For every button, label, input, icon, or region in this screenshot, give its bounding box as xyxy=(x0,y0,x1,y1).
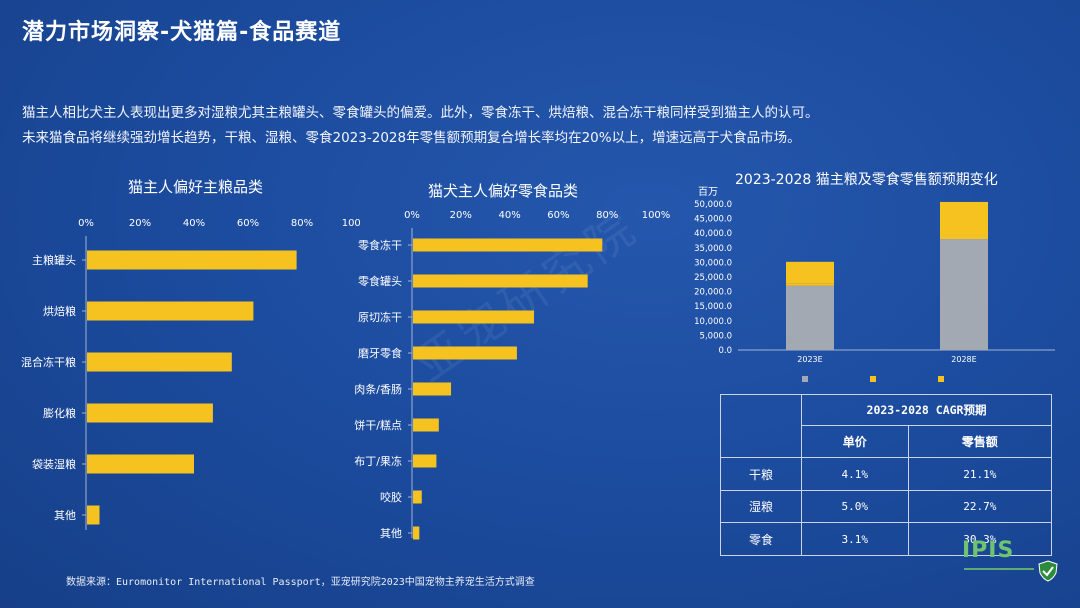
y-tick-label: 10,000.0 xyxy=(694,317,732,327)
x-tick-label: 40% xyxy=(498,210,520,221)
bar xyxy=(87,250,297,270)
stacked-bar-segment xyxy=(786,283,834,286)
x-tick-label: 100% xyxy=(642,210,671,221)
x-tick-label: 2028E xyxy=(951,355,976,364)
table-row: 零食 3.1% 30.3% xyxy=(720,522,1053,556)
bar xyxy=(87,454,194,474)
x-tick-label: 60% xyxy=(547,210,569,221)
bar xyxy=(87,301,254,321)
x-tick-label: 20% xyxy=(129,218,151,229)
chart1-title: 猫主人偏好主粮品类 xyxy=(128,178,264,196)
ipis-logo: IPIS xyxy=(962,538,1062,602)
sales-cagr: 21.1% xyxy=(907,457,1053,491)
bar xyxy=(413,346,517,360)
y-tick-label: 25,000.0 xyxy=(694,273,732,283)
legend-swatch xyxy=(870,376,876,382)
stacked-bar-segment xyxy=(940,239,988,350)
table-row: 干粮 4.1% 21.1% xyxy=(720,457,1053,491)
cagr-table-title: 2023-2028 CAGR预期 xyxy=(801,394,1052,426)
legend-swatch xyxy=(938,376,944,382)
price-cagr: 3.1% xyxy=(801,522,909,556)
row-label: 干粮 xyxy=(720,457,802,491)
y-tick-label: 20,000.0 xyxy=(694,288,732,298)
y-tick-label: 35,000.0 xyxy=(694,244,732,254)
col-header-price: 单价 xyxy=(801,424,909,459)
bar xyxy=(413,310,534,324)
category-label: 混合冻干粮 xyxy=(21,355,76,369)
bar xyxy=(87,352,232,372)
bar xyxy=(413,274,588,288)
x-tick-label: 40% xyxy=(183,218,205,229)
description-line-1: 猫主人相比犬主人表现出更多对湿粮尤其主粮罐头、零食罐头的偏爱。此外，零食冻干、烘… xyxy=(22,105,819,121)
y-tick-label: 50,000.0 xyxy=(694,200,732,210)
page-title: 潜力市场洞察-犬猫篇-食品赛道 xyxy=(22,20,342,45)
x-tick-label: 2023E xyxy=(797,355,822,364)
category-label: 磨牙零食 xyxy=(358,346,402,360)
bar xyxy=(413,454,437,468)
x-tick-label: 80% xyxy=(291,218,313,229)
col-header-sales: 零售额 xyxy=(907,424,1053,459)
x-tick-label: 60% xyxy=(237,218,259,229)
sales-cagr: 30.3% xyxy=(907,522,1053,556)
bar xyxy=(413,238,603,252)
category-label: 其他 xyxy=(54,509,76,522)
category-label: 袋装湿粮 xyxy=(32,457,76,471)
table-row: 湿粮 5.0% 22.7% xyxy=(720,489,1053,524)
row-label: 零食 xyxy=(720,522,802,556)
logo-underline xyxy=(964,568,1034,592)
category-label: 原切冻干 xyxy=(358,310,402,324)
x-tick-label: 0% xyxy=(404,210,420,221)
x-tick-label: 0% xyxy=(78,218,94,229)
sales-cagr: 22.7% xyxy=(907,489,1053,524)
stacked-bar-segment xyxy=(786,285,834,350)
bar xyxy=(413,382,452,396)
check-shield-icon xyxy=(1038,560,1058,582)
category-label: 咬胶 xyxy=(380,490,402,504)
category-label: 烘焙粮 xyxy=(43,304,76,318)
category-label: 肉条/香肠 xyxy=(354,382,402,396)
x-tick-label: 20% xyxy=(450,210,472,221)
y-tick-label: 0.0 xyxy=(718,346,732,356)
chart3-title: 2023-2028 猫主粮及零食零售额预期变化 xyxy=(735,172,998,188)
x-tick-label: 80% xyxy=(596,210,618,221)
data-source: 数据来源：Euromonitor International Passport，… xyxy=(66,577,535,588)
bar xyxy=(413,490,422,504)
bar xyxy=(413,418,439,432)
description-line-2: 未来猫食品将继续强劲增长趋势，干粮、湿粮、零食2023-2028年零售额预期复合… xyxy=(22,130,801,146)
category-label: 其他 xyxy=(380,527,402,540)
logo-text: IPIS xyxy=(962,538,1015,563)
y-unit-label: 百万 xyxy=(698,186,718,198)
bar xyxy=(413,526,420,540)
stacked-bar-segment xyxy=(940,201,988,236)
y-tick-label: 15,000.0 xyxy=(694,302,732,312)
cagr-table: 2023-2028 CAGR预期 单价 零售额 干粮 4.1% 21.1% 湿粮… xyxy=(720,394,1053,556)
chart2-title: 猫犬主人偏好零食品类 xyxy=(428,182,579,200)
category-label: 零食冻干 xyxy=(358,238,402,252)
category-label: 零食罐头 xyxy=(358,274,402,288)
category-label: 饼干/糕点 xyxy=(354,418,402,432)
bar xyxy=(87,505,100,525)
y-tick-label: 45,000.0 xyxy=(694,215,732,225)
price-cagr: 4.1% xyxy=(801,457,909,491)
category-label: 布丁/果冻 xyxy=(354,454,402,468)
row-label: 湿粮 xyxy=(720,489,802,524)
snack-preference-chart: 0% 20% 40% 60% 80% 100% 零食冻干零食罐头原切冻干磨牙零食肉条/香肠饼… xyxy=(354,210,671,540)
stacked-bar-segment xyxy=(786,261,834,284)
bar xyxy=(87,403,213,423)
x-tick-label: 100% xyxy=(342,218,360,229)
legend-swatch xyxy=(802,376,808,382)
y-tick-label: 5,000.0 xyxy=(700,331,732,341)
category-label: 主粮罐头 xyxy=(32,253,76,267)
description: 猫主人相比犬主人表现出更多对湿粮尤其主粮罐头、零食罐头的偏爱。此外，零食冻干、烘… xyxy=(22,101,819,151)
category-label: 膨化粮 xyxy=(43,406,76,420)
price-cagr: 5.0% xyxy=(801,489,909,524)
sales-forecast-chart: 百万 50,000.0 45,000.0 40,000.0 35,000.0 30,000… xyxy=(694,186,1055,382)
stacked-bar-segment xyxy=(940,235,988,240)
y-tick-label: 30,000.0 xyxy=(694,258,732,268)
y-tick-label: 40,000.0 xyxy=(694,229,732,239)
